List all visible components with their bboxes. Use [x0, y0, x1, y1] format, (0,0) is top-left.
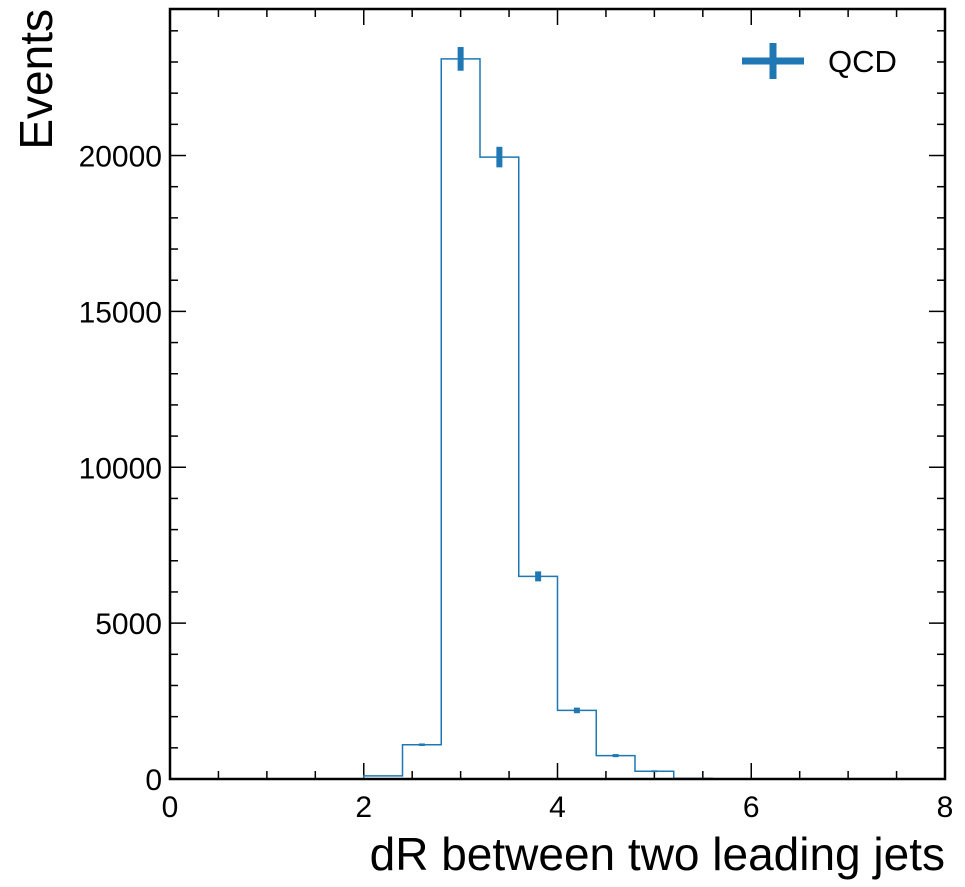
plot-frame: [168, 7, 947, 781]
tick-labels: 0 2 4 6 8 0 5000 10000 15000 20000: [79, 141, 954, 824]
y-tick-label: 0: [145, 764, 162, 797]
histogram-step-line: [363, 58, 714, 780]
y-tick-label: 15000: [79, 296, 162, 329]
y-tick-label: 20000: [79, 141, 162, 174]
x-tick-label: 6: [743, 791, 760, 824]
x-tick-label: 8: [937, 791, 954, 824]
x-tick-label: 0: [162, 791, 179, 824]
legend-entry-qcd: QCD: [828, 44, 897, 79]
legend: QCD: [742, 43, 897, 79]
x-axis-label: dR between two leading jets: [370, 828, 945, 880]
y-axis-label: Events: [10, 9, 62, 150]
x-tick-label: 4: [549, 791, 566, 824]
y-tick-label: 5000: [95, 608, 162, 641]
y-tick-label: 10000: [79, 452, 162, 485]
series-layer: [363, 47, 714, 780]
axis-ticks: [169, 9, 946, 780]
x-tick-label: 2: [355, 791, 372, 824]
